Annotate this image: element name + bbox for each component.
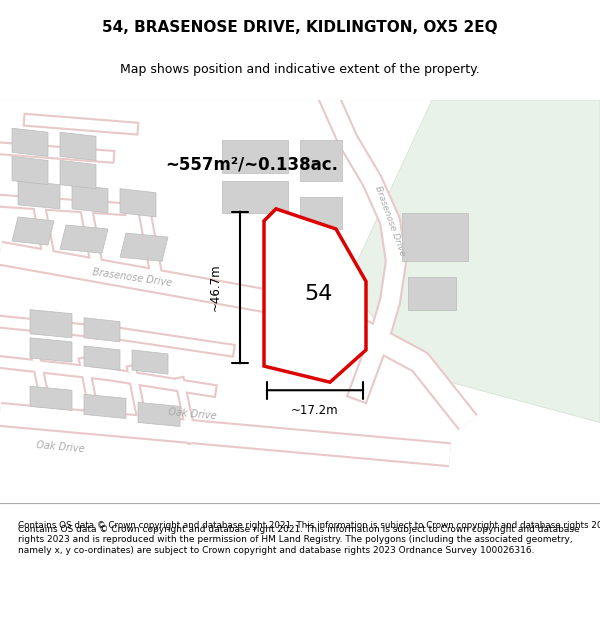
Polygon shape (12, 217, 54, 245)
Text: 54: 54 (304, 284, 332, 304)
Text: Brasenose Drive: Brasenose Drive (373, 184, 407, 258)
Text: 54, BRASENOSE DRIVE, KIDLINGTON, OX5 2EQ: 54, BRASENOSE DRIVE, KIDLINGTON, OX5 2EQ (102, 21, 498, 36)
Text: Brasenose Drive: Brasenose Drive (92, 267, 172, 288)
Text: ~17.2m: ~17.2m (291, 404, 339, 418)
Polygon shape (84, 346, 120, 370)
Polygon shape (12, 128, 48, 156)
Polygon shape (348, 100, 600, 422)
Polygon shape (84, 318, 120, 342)
Polygon shape (18, 181, 60, 209)
Polygon shape (60, 161, 96, 189)
Text: Map shows position and indicative extent of the property.: Map shows position and indicative extent… (120, 64, 480, 76)
Polygon shape (12, 156, 48, 184)
Text: Oak Drive: Oak Drive (167, 408, 217, 421)
Polygon shape (120, 233, 168, 261)
Text: Contains OS data © Crown copyright and database right 2021. This information is : Contains OS data © Crown copyright and d… (18, 525, 580, 555)
Polygon shape (222, 181, 288, 213)
Polygon shape (264, 209, 366, 382)
Polygon shape (300, 140, 342, 181)
Polygon shape (120, 189, 156, 217)
Polygon shape (30, 309, 72, 338)
Text: ~46.7m: ~46.7m (209, 264, 222, 311)
Polygon shape (408, 278, 456, 309)
Polygon shape (132, 350, 168, 374)
Text: ~557m²/~0.138ac.: ~557m²/~0.138ac. (166, 156, 338, 174)
Polygon shape (300, 197, 342, 229)
Polygon shape (84, 394, 126, 419)
Polygon shape (402, 213, 468, 261)
Text: Oak Drive: Oak Drive (35, 439, 85, 454)
Polygon shape (60, 225, 108, 253)
Polygon shape (30, 386, 72, 411)
Polygon shape (60, 132, 96, 161)
Polygon shape (138, 402, 180, 426)
Polygon shape (30, 338, 72, 362)
Text: Contains OS data © Crown copyright and database right 2021. This information is : Contains OS data © Crown copyright and d… (18, 521, 600, 531)
Polygon shape (222, 140, 288, 172)
Polygon shape (72, 184, 108, 213)
